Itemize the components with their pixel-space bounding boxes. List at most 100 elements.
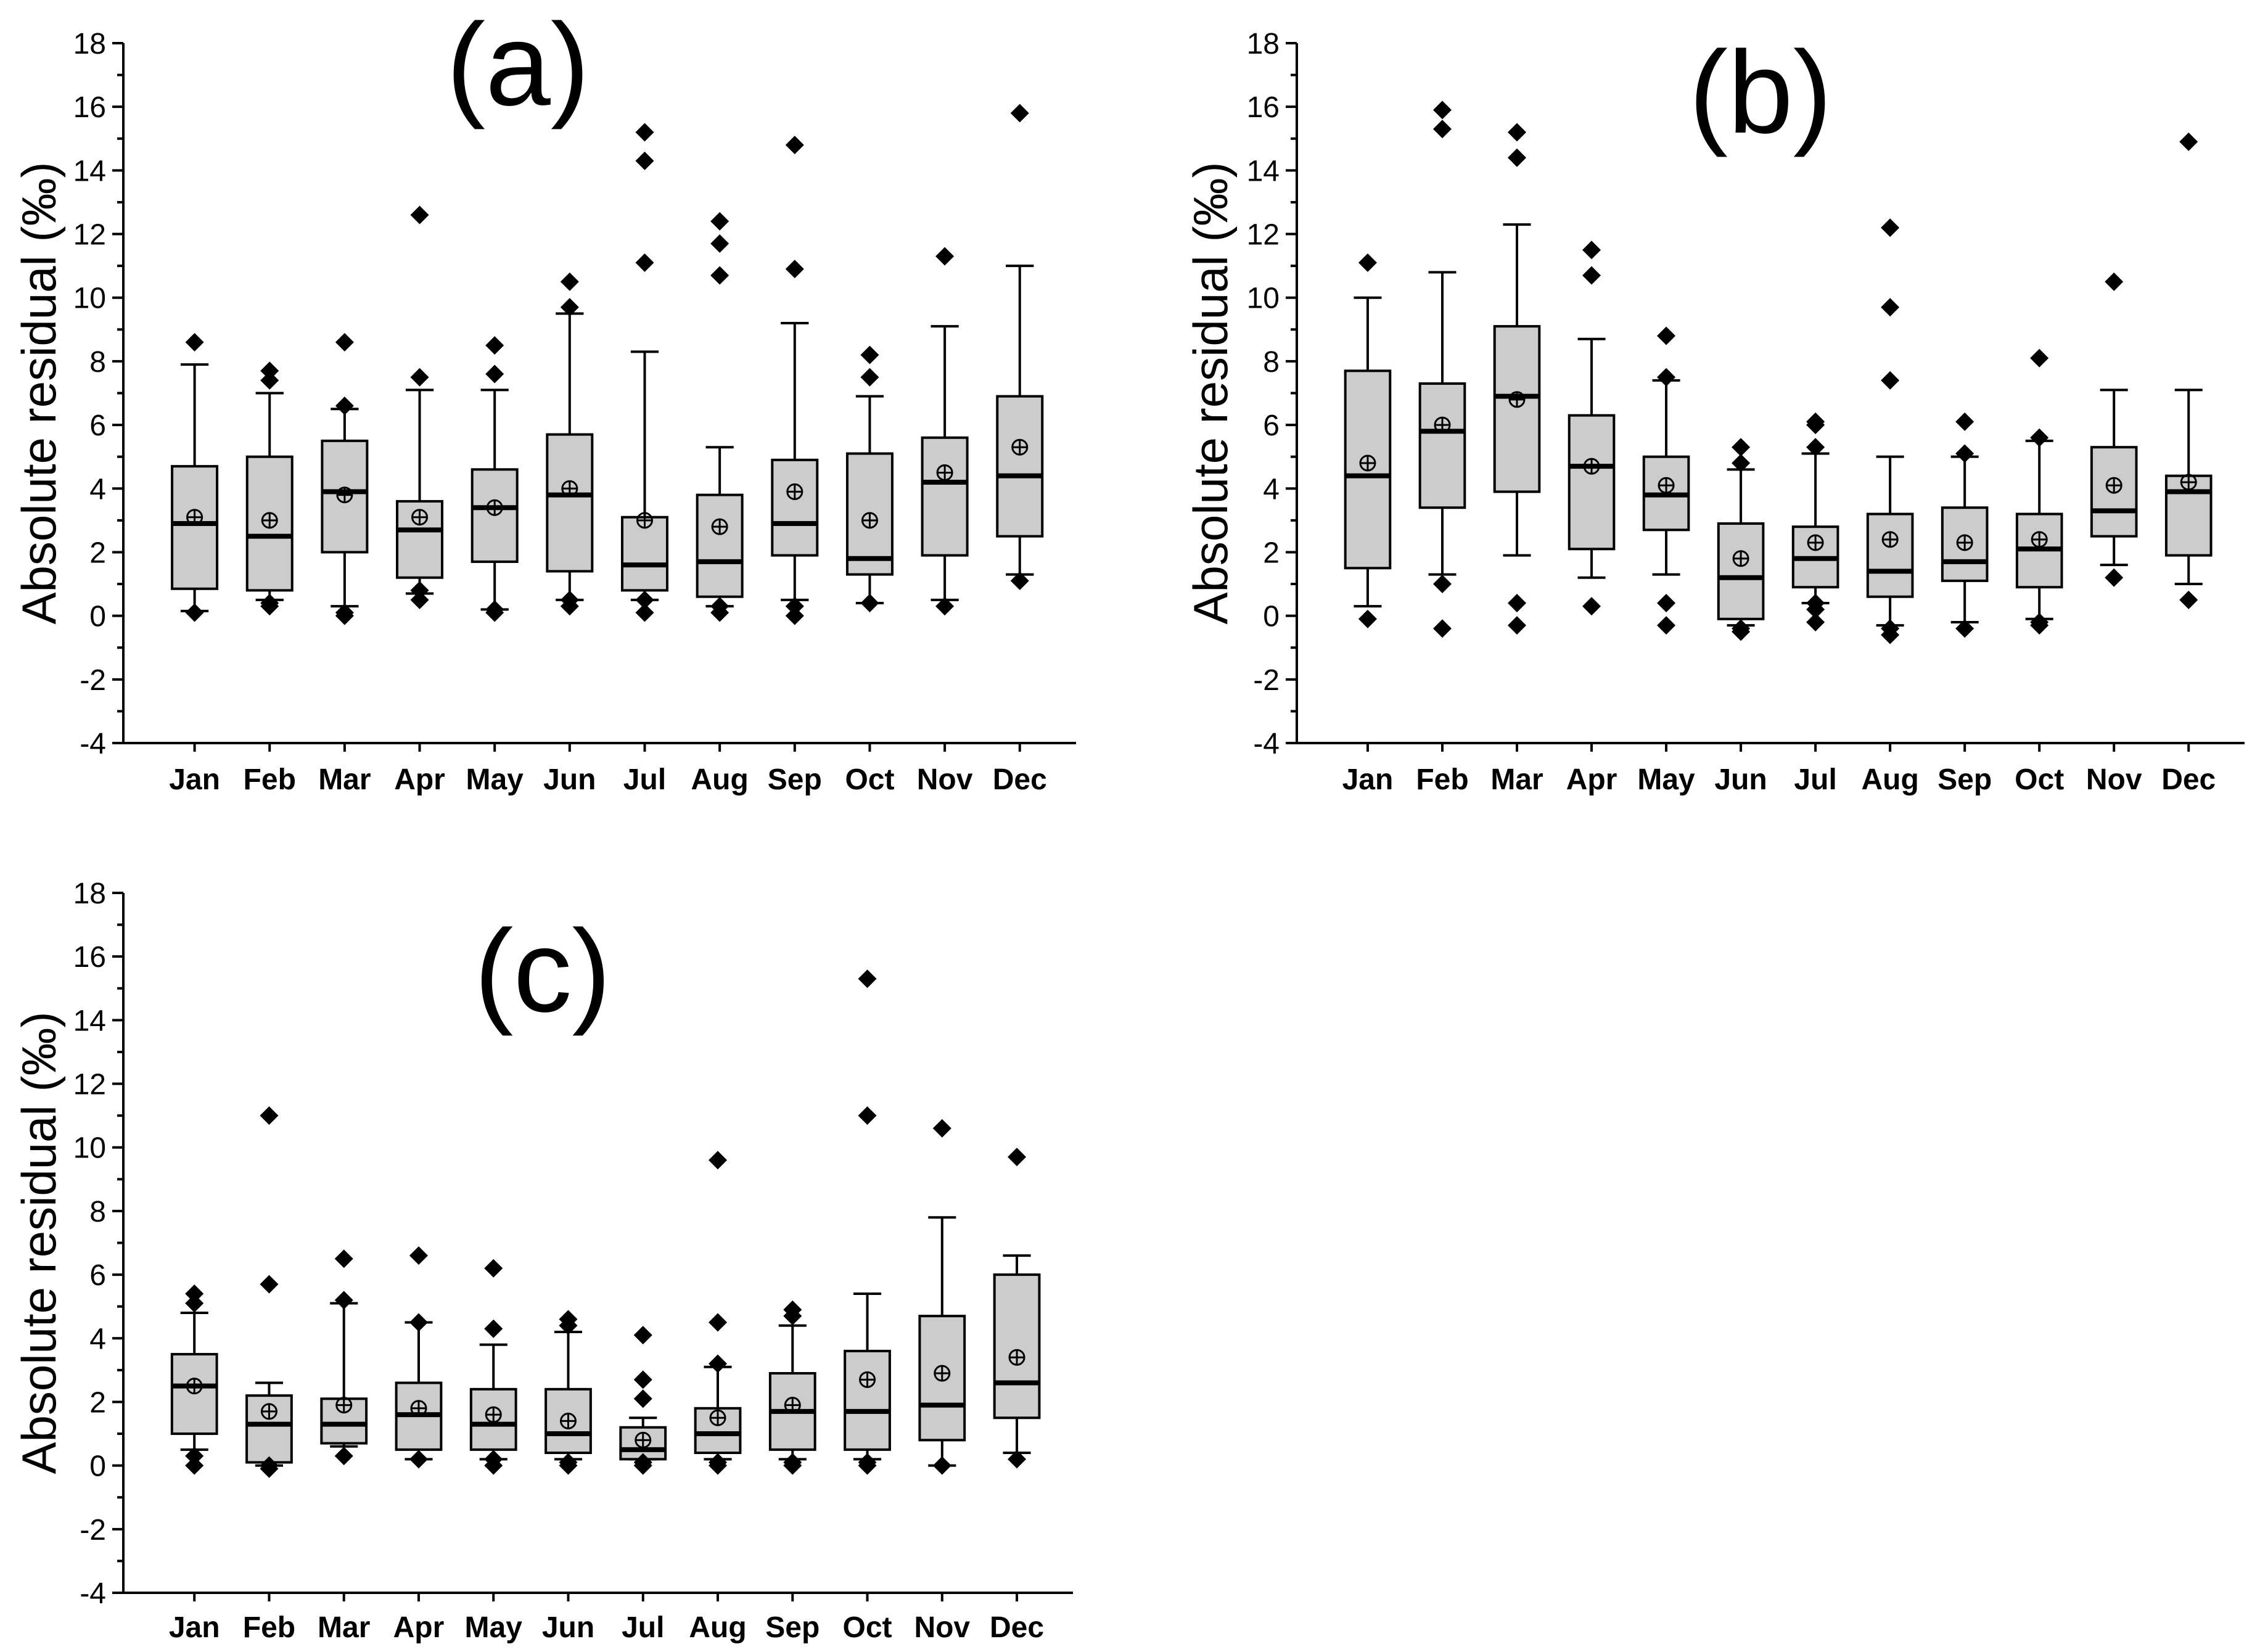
y-tick-label: 6: [1263, 409, 1280, 442]
box-jul: [620, 123, 668, 622]
outlier-point: [334, 1291, 353, 1310]
outlier-point: [1806, 416, 1825, 435]
chart-panel-b: -4 -2 0 2 4 6 8 10 12 14 16 18 Jan Feb Mar Apr May Jun Jul…: [1183, 27, 2245, 796]
box-dec: [2164, 132, 2213, 609]
x-tick-label-oct: Oct: [2015, 763, 2064, 796]
outlier-point: [860, 594, 879, 612]
outlier-point: [409, 1246, 428, 1265]
outlier-point: [260, 1106, 279, 1125]
y-tick-label: 16: [1247, 91, 1280, 124]
outlier-point: [1582, 240, 1601, 260]
outlier-point: [633, 1370, 652, 1389]
outlier-point: [858, 1456, 877, 1475]
outlier-point: [1732, 454, 1751, 472]
y-tick-label: 12: [73, 219, 106, 252]
y-tick-label: 18: [73, 28, 106, 60]
outlier-point: [334, 1447, 353, 1466]
box-sep: [771, 136, 819, 625]
iqr-box: [546, 433, 594, 573]
y-tick-label: 14: [73, 1005, 106, 1037]
y-tick-label: 0: [1263, 601, 1280, 633]
iqr-box: [1717, 522, 1765, 620]
outlier-point: [635, 151, 654, 170]
outlier-point: [484, 1259, 503, 1278]
outlier-point: [785, 597, 804, 616]
outlier-point: [1881, 298, 1900, 317]
x-tick-label-dec: Dec: [2161, 763, 2216, 796]
outlier-point: [335, 606, 354, 625]
outlier-point: [635, 590, 654, 609]
outlier-point: [409, 1313, 428, 1332]
outlier-point: [485, 603, 504, 622]
x-tick-label-feb: Feb: [243, 1611, 295, 1644]
box-may: [1642, 326, 1690, 635]
outlier-point: [710, 234, 729, 253]
box-aug: [694, 1151, 742, 1475]
x-tick-label-apr: Apr: [1566, 763, 1617, 796]
outlier-point: [860, 368, 879, 387]
box-sep: [768, 1300, 816, 1475]
y-tick-label: 16: [73, 91, 106, 124]
box-apr: [1568, 240, 1616, 616]
outlier-point: [2105, 272, 2124, 291]
panel-label: (c): [474, 906, 611, 1037]
iqr-box: [1418, 382, 1466, 509]
y-tick-label: 2: [1263, 536, 1280, 569]
outlier-point: [783, 1456, 802, 1475]
outlier-point: [2030, 348, 2049, 368]
outlier-point: [2105, 568, 2124, 587]
y-tick-label: 12: [73, 1069, 106, 1101]
x-tick-label-oct: Oct: [845, 763, 894, 796]
y-tick-label: 8: [89, 346, 106, 379]
outlier-point: [185, 603, 204, 622]
outlier-point: [1806, 600, 1825, 619]
x-tick-label-mar: Mar: [318, 1611, 370, 1644]
box-mar: [320, 1249, 368, 1466]
box-aug: [696, 212, 744, 622]
outlier-point: [1881, 625, 1900, 644]
x-tick-label-mar: Mar: [1490, 763, 1543, 796]
y-tick-label: 4: [89, 1323, 106, 1355]
y-tick-label: 10: [1247, 282, 1280, 315]
box-oct: [2015, 348, 2063, 635]
outlier-point: [1582, 266, 1601, 285]
box-nov: [2090, 272, 2138, 587]
outlier-point: [1732, 438, 1751, 457]
outlier-point: [1955, 619, 1974, 638]
x-tick-label-nov: Nov: [914, 1611, 970, 1644]
outlier-point: [633, 1456, 652, 1475]
x-tick-label-jul: Jul: [623, 763, 666, 796]
iqr-box: [1493, 325, 1541, 493]
x-tick-label-dec: Dec: [990, 1611, 1044, 1644]
iqr-box: [1866, 512, 1914, 598]
outlier-point: [185, 1294, 204, 1313]
outlier-point: [2179, 132, 2198, 151]
y-tick-label: -4: [80, 1577, 106, 1610]
iqr-box: [918, 1315, 966, 1442]
x-tick-label-oct: Oct: [843, 1611, 892, 1644]
outlier-point: [560, 272, 579, 291]
outlier-point: [185, 332, 204, 351]
outlier-point: [260, 361, 279, 380]
outlier-point: [560, 597, 579, 616]
outlier-point: [409, 1450, 428, 1469]
outlier-point: [1008, 1148, 1027, 1167]
y-axis-title: Absolute residual (‰): [12, 1012, 66, 1474]
x-tick-label-apr: Apr: [393, 1611, 445, 1644]
x-tick-label-may: May: [1637, 763, 1695, 796]
outlier-point: [410, 205, 429, 224]
x-tick-label-jun: Jun: [542, 1611, 594, 1644]
x-tick-label-jun: Jun: [543, 763, 596, 796]
outlier-point: [710, 603, 729, 622]
outlier-point: [1432, 120, 1452, 139]
x-tick-label-nov: Nov: [2086, 763, 2142, 796]
outlier-point: [860, 345, 879, 364]
box-nov: [918, 1119, 966, 1475]
iqr-box: [171, 465, 219, 590]
panel-label: (b): [1689, 27, 1832, 158]
outlier-point: [635, 253, 654, 272]
x-tick-label-feb: Feb: [1416, 763, 1468, 796]
iqr-box: [2090, 446, 2138, 538]
outlier-point: [709, 1151, 728, 1170]
outlier-point: [709, 1313, 728, 1332]
